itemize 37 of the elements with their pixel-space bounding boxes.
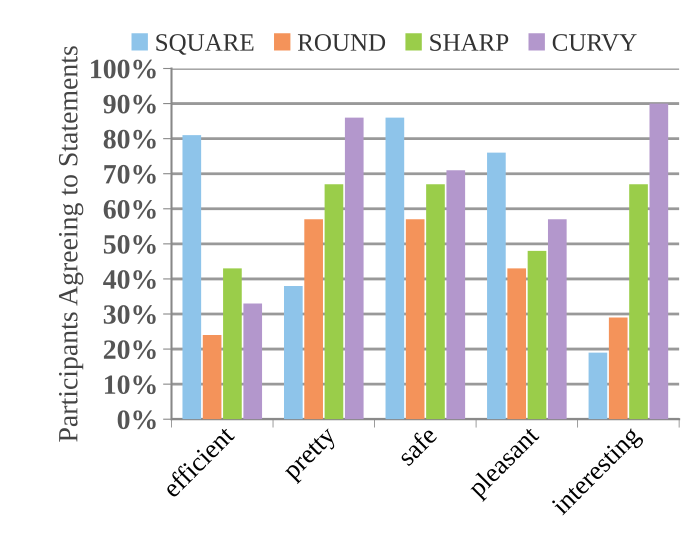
y-tick-label: 0% (118, 410, 156, 430)
bar (588, 352, 608, 420)
bar (223, 268, 242, 420)
bar (344, 118, 364, 420)
bar (202, 335, 222, 420)
y-tick-label: 10% (104, 375, 156, 394)
y-tick-label: 60% (104, 200, 156, 219)
bar (243, 303, 262, 420)
y-axis-title: Participants Agreeing to Statements (58, 46, 84, 442)
bar (528, 250, 546, 420)
bar (426, 184, 445, 420)
y-tick-label: 20% (104, 340, 156, 360)
bar (386, 118, 404, 420)
y-tick-label: 30% (104, 305, 156, 324)
bar (548, 219, 567, 420)
bar (182, 135, 202, 420)
bar (304, 219, 323, 420)
legend-label: SHARP (430, 34, 508, 51)
legend-label: CURVY (552, 34, 637, 52)
y-tick-label: 80% (104, 130, 156, 149)
bar (446, 170, 466, 420)
bar (284, 286, 303, 420)
bar (487, 152, 506, 420)
bar (324, 184, 344, 420)
bar (406, 219, 425, 420)
y-tick-label: 40% (103, 270, 156, 289)
legend-label: ROUND (298, 34, 386, 51)
bar (649, 104, 668, 420)
x-tick-label: safe (396, 424, 438, 466)
y-tick-label: 50% (104, 235, 156, 254)
y-tick-label: 70% (104, 164, 156, 184)
y-tick-label: 100% (91, 60, 156, 78)
y-tick-label: 90% (104, 94, 156, 114)
bar (629, 184, 648, 420)
legend-label: SQUARE (156, 34, 254, 55)
bar (507, 268, 526, 420)
bar (608, 318, 628, 420)
